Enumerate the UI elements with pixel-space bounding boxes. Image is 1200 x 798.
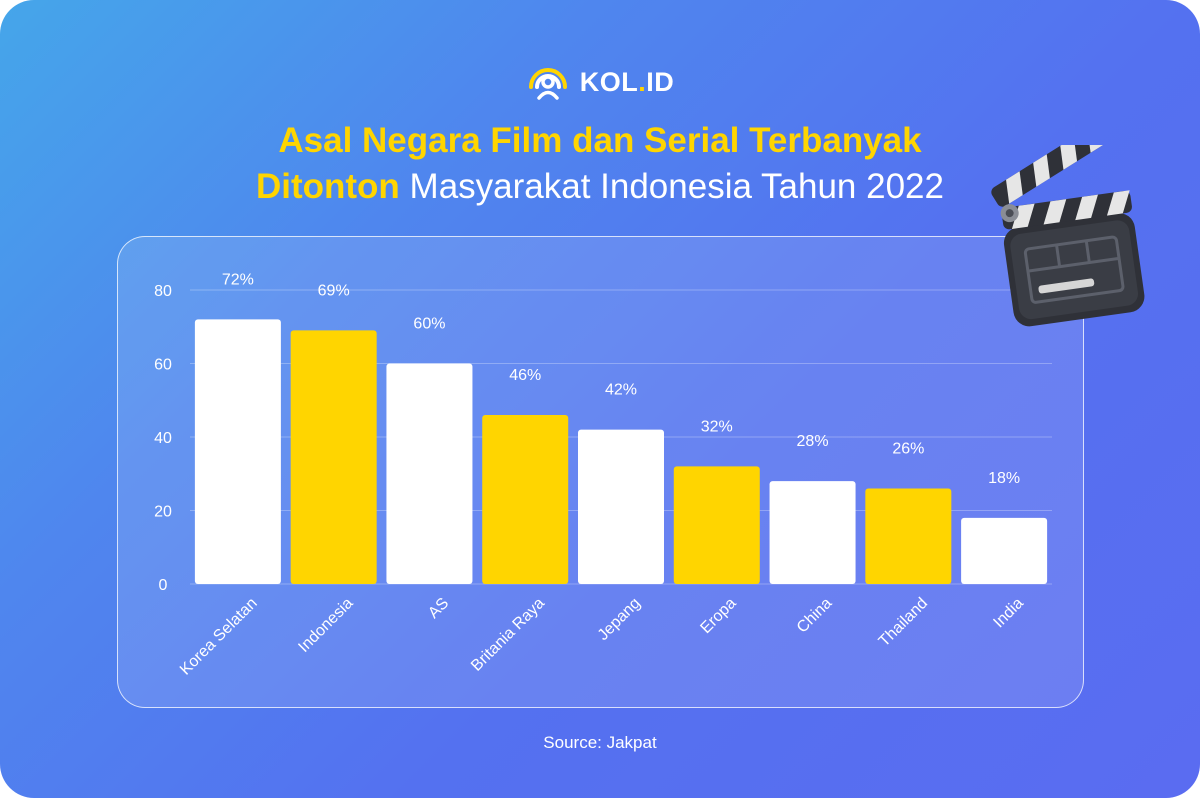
- bar-eropa: [673, 466, 760, 584]
- data-label: 18%: [988, 470, 1020, 487]
- title-rest: Masyarakat Indonesia Tahun 2022: [399, 167, 944, 206]
- x-tick-label: AS: [425, 595, 452, 622]
- bar-britania-raya: [482, 414, 569, 584]
- brand-header: KOL.ID: [0, 62, 1200, 102]
- data-label: 46%: [509, 367, 541, 384]
- data-label: 28%: [797, 433, 829, 450]
- y-tick-label: 20: [154, 504, 172, 521]
- source-note: Source: Jakpat: [543, 733, 657, 752]
- data-label: 32%: [701, 418, 733, 435]
- y-tick-label: 40: [154, 430, 172, 447]
- bar-jepang: [578, 429, 664, 584]
- bar-thailand: [865, 488, 952, 584]
- bar-china: [769, 481, 856, 584]
- x-tick-label: Britania Raya: [468, 595, 548, 675]
- title-line-2: Ditonton Masyarakat Indonesia Tahun 2022: [0, 164, 1200, 210]
- data-label: 69%: [318, 283, 350, 300]
- y-tick-label: 0: [159, 577, 168, 594]
- bar-indonesia: [290, 330, 377, 584]
- y-tick-label: 60: [154, 357, 172, 374]
- page-title: Asal Negara Film dan Serial Terbanyak Di…: [0, 118, 1200, 210]
- x-tick-label: China: [794, 595, 836, 637]
- x-tick-label: Eropa: [697, 595, 739, 637]
- data-label: 60%: [413, 316, 445, 333]
- data-label: 72%: [222, 271, 254, 288]
- bar-india: [961, 517, 1048, 584]
- title-highlight: Ditonton: [255, 167, 400, 206]
- x-tick-label: India: [990, 595, 1027, 632]
- x-tick-label: Indonesia: [295, 595, 356, 656]
- bar-korea-selatan: [194, 319, 281, 584]
- kol-logo-icon: [526, 60, 570, 105]
- x-tick-label: Thailand: [876, 595, 931, 650]
- x-tick-label: Jepang: [595, 595, 644, 644]
- y-tick-label: 80: [154, 283, 172, 300]
- brand-name: KOL.ID: [579, 66, 675, 97]
- title-line-1: Asal Negara Film dan Serial Terbanyak: [278, 121, 922, 160]
- data-label: 26%: [892, 441, 924, 458]
- x-tick-label: Korea Selatan: [177, 595, 261, 679]
- clapperboard-icon: [990, 121, 1150, 340]
- bar-as: [386, 363, 473, 584]
- data-label: 42%: [605, 382, 637, 399]
